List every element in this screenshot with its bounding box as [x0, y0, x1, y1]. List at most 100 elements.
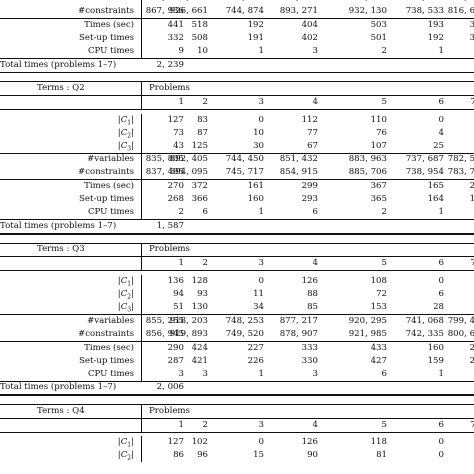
c2-row: |C2|738710777640	[0, 126, 474, 140]
table-cell: 1	[438, 368, 444, 379]
table-cell: 107	[370, 140, 387, 151]
variables-row: #variables 835, 805 892, 405 744, 450 851, 4…	[0, 153, 474, 167]
table-cell: 932, 130	[348, 6, 387, 16]
row-label: #constraints	[78, 6, 134, 16]
table-cell: 160	[247, 194, 264, 205]
table-cell: 835, 805	[145, 154, 184, 165]
table-cell: 10	[253, 127, 264, 138]
row-label: #variables	[87, 0, 134, 5]
table-cell: 90	[307, 450, 318, 461]
column-separator	[141, 274, 142, 288]
table-cell: 799, 416	[447, 315, 474, 326]
table-cell: 83	[197, 114, 208, 125]
section-rule	[0, 152, 474, 154]
table-cell: 159	[427, 355, 444, 366]
table-cell: 503	[370, 19, 387, 30]
table-cell: 73	[173, 127, 184, 138]
c2-row: |C2|869615908100	[0, 449, 474, 463]
table-cell: 850, 561	[280, 0, 318, 5]
constraints-row: #constraints 837, 495 894, 095 745, 717 854,…	[0, 166, 474, 180]
column-separator	[141, 314, 142, 328]
table-cell: 94	[173, 288, 184, 299]
column-separator	[141, 126, 142, 140]
section-rule	[0, 57, 474, 59]
table-cell: 161	[247, 181, 264, 192]
block-rule	[0, 242, 474, 244]
table-cell: 0	[438, 437, 444, 448]
table-cell: 227	[247, 342, 264, 353]
column-separator	[141, 449, 142, 463]
block-rule	[0, 403, 474, 405]
header-rule	[0, 108, 474, 110]
table-cell: 15	[253, 450, 264, 461]
table-cell: 11	[253, 288, 264, 299]
table-cell: 287	[167, 355, 184, 366]
table-cell: 883, 963	[348, 154, 387, 165]
table-cell: 365	[370, 194, 387, 205]
table-cell: 126	[301, 437, 318, 448]
row-label: |C1|	[117, 114, 134, 127]
column-separator	[141, 18, 142, 32]
table-cell: 108	[370, 275, 387, 286]
row-label: |C2|	[117, 450, 134, 463]
table-cell: 441	[167, 19, 184, 30]
total-value: 1, 587	[156, 220, 184, 231]
column-separator	[141, 44, 142, 58]
table-cell: 3	[312, 368, 318, 379]
table-cell: 130	[191, 301, 208, 312]
cpu-row: CPU times2616211	[0, 206, 474, 220]
problem-number: 6	[438, 96, 444, 107]
table-cell: 125	[191, 140, 208, 151]
table-cell: 192	[427, 32, 444, 43]
table-cell: 743, 457	[226, 0, 264, 5]
row-label: CPU times	[87, 368, 134, 379]
table-cell: 86	[173, 450, 184, 461]
header-rule	[0, 431, 474, 433]
table-cell: 136	[167, 275, 184, 286]
table-cell: 877, 217	[279, 315, 318, 326]
row-label: #variables	[87, 154, 134, 165]
column-separator	[141, 193, 142, 207]
cpu-row: CPU times91013211	[0, 44, 474, 58]
table-cell: 72	[376, 288, 387, 299]
table-cell: 737, 260	[406, 0, 444, 5]
table-cell: 226	[247, 355, 264, 366]
table-cell: 892, 405	[169, 154, 208, 165]
column-separator	[141, 95, 142, 109]
column-separator	[141, 81, 142, 95]
row-label: |C2|	[117, 288, 134, 301]
problem-number: 1	[178, 419, 184, 430]
problem-number: 7	[470, 96, 474, 107]
problem-number: 2	[202, 419, 208, 430]
section-rule	[0, 313, 474, 315]
table-cell: 501	[370, 32, 387, 43]
terms-label: Terms : Q3	[37, 244, 85, 255]
column-separator	[141, 354, 142, 368]
table-cell: 270	[167, 181, 184, 192]
c1-row: |C1|1361280126108092	[0, 274, 474, 288]
table-cell: 247	[469, 355, 474, 366]
block-rule	[0, 394, 474, 396]
row-label: #constraints	[78, 328, 134, 339]
table-cell: 854, 915	[279, 167, 318, 178]
table-cell: 87	[197, 127, 208, 138]
table-cell: 96	[197, 450, 208, 461]
column-separator	[141, 404, 142, 418]
table-cell: 427	[370, 355, 387, 366]
table-cell: 118	[370, 437, 387, 448]
column-separator	[141, 243, 142, 257]
table-cell: 6	[438, 288, 444, 299]
table-cell: 518	[191, 19, 208, 30]
table-cell: 88	[307, 288, 318, 299]
table-cell: 126	[301, 275, 318, 286]
column-separator	[141, 300, 142, 314]
table-cell: 3	[178, 368, 184, 379]
table-cell: 2	[381, 207, 387, 218]
problem-number: 2	[202, 96, 208, 107]
table-cell: 164	[427, 194, 444, 205]
table-cell: 341	[469, 32, 474, 43]
table-cell: 268	[167, 194, 184, 205]
table-cell: 0	[438, 275, 444, 286]
problem-number: 5	[381, 96, 387, 107]
table-cell: 6	[202, 207, 208, 218]
